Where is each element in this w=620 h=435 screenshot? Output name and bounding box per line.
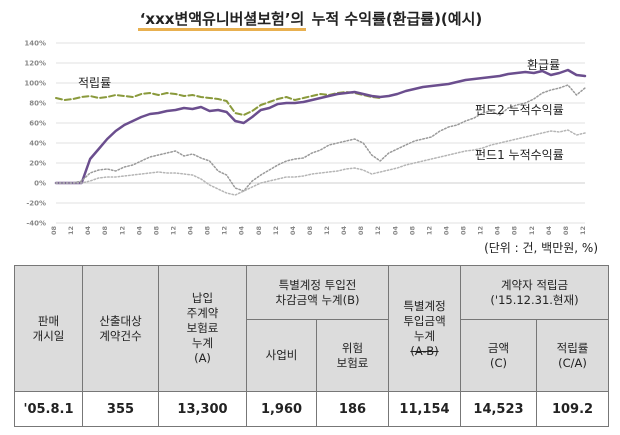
x-tick-label: '07.12	[169, 226, 177, 235]
x-tick-label: '11.04	[340, 226, 348, 235]
x-tick-label: '14.12	[528, 226, 536, 235]
cell-risk-premium: 186	[316, 391, 389, 427]
x-tick-label: '12.08	[408, 226, 416, 235]
series-label: 적립률	[78, 76, 111, 90]
series-line	[55, 91, 382, 116]
chart-title: ‘xxx변액유니버셜보험’의 누적 수익률(환급률)(예시)	[0, 8, 620, 31]
header-special-account: 특별계정 투입금액 누계 (A-B)	[388, 265, 461, 392]
chart-series	[54, 68, 587, 196]
x-tick-label: '14.04	[494, 226, 502, 235]
x-tick-label: '06.12	[118, 226, 126, 235]
x-tick-label: '08.08	[204, 226, 212, 235]
x-tick-label: '14.08	[511, 226, 519, 235]
x-tick-label: '13.12	[477, 226, 485, 235]
x-tick-label: '07.04	[135, 226, 143, 235]
title-product: ‘xxx변액유니버셜보험’의	[137, 10, 307, 31]
x-tick-label: '13.04	[442, 226, 450, 235]
y-tick-label: -40%	[26, 220, 46, 228]
x-tick-label: '12.04	[391, 226, 399, 235]
cell-premium-total: 13,300	[158, 391, 247, 427]
table-row: '05.8.1 355 13,300 1,960 186 11,154 14,5…	[14, 391, 610, 427]
cell-business-cost: 1,960	[246, 391, 317, 427]
x-tick-label: '11.12	[374, 226, 382, 235]
x-tick-label: '10.08	[306, 226, 314, 235]
x-tick-label: '15.08	[562, 226, 570, 235]
x-tick-label: '06.08	[101, 226, 109, 235]
series-line	[55, 129, 586, 196]
contract-summary-table: 판매 개시일 산출대상 계약건수 납입 주계약 보험료 누계 (A) 특별계정 …	[14, 265, 610, 427]
series-label: 펀드1 누적수익률	[475, 148, 564, 162]
x-tick-label: '09.12	[272, 226, 280, 235]
x-tick-label: '15.12	[579, 226, 587, 235]
header-contract-count: 산출대상 계약건수	[82, 265, 159, 392]
y-tick-label: 0%	[34, 180, 46, 188]
x-tick-label: '09.08	[255, 226, 263, 235]
series-label: 환급률	[527, 58, 560, 72]
x-tick-label: '06.04	[84, 226, 92, 235]
x-tick-label: '12.12	[425, 226, 433, 235]
title-text: 누적 수익률(환급률)(예시)	[311, 10, 483, 28]
y-tick-label: 80%	[29, 100, 46, 108]
header-reserve: 계약자 적립금 ('15.12.31.현재)	[459, 265, 610, 320]
y-tick-label: 140%	[24, 40, 46, 48]
cell-reserve-amount: 14,523	[460, 391, 537, 427]
x-tick-label: '09.04	[238, 226, 246, 235]
y-tick-label: -20%	[26, 200, 46, 208]
chart-gridlines	[56, 42, 585, 224]
cell-special-account: 11,154	[388, 391, 461, 427]
x-tick-label: '08.12	[221, 226, 229, 235]
y-tick-label: 100%	[24, 80, 46, 88]
x-tick-label: '05.08	[50, 226, 58, 235]
header-business-cost: 사업비	[246, 319, 317, 392]
header-special-formula: (A-B)	[410, 343, 439, 358]
x-tick-label: '13.08	[460, 226, 468, 235]
cell-launch-date: '05.8.1	[14, 391, 83, 427]
x-tick-label: '11.08	[357, 226, 365, 235]
header-risk-premium: 위험 보험료	[316, 319, 389, 392]
series-label: 펀드2 누적수익률	[475, 103, 564, 117]
cell-reserve-ratio: 109.2	[535, 391, 610, 427]
x-tick-label: '08.04	[187, 226, 195, 235]
header-launch-date: 판매 개시일	[14, 265, 83, 392]
header-deduction-total: 특별계정 투입전 차감금액 누계(B)	[246, 265, 389, 320]
y-tick-label: 120%	[24, 60, 46, 68]
x-tick-label: '07.08	[152, 226, 160, 235]
y-tick-label: 60%	[29, 120, 46, 128]
unit-note: (단위 : 건, 백만원, %)	[484, 241, 598, 255]
x-tick-label: '15.04	[545, 226, 553, 235]
header-reserve-amount: 금액 (C)	[460, 319, 537, 392]
x-tick-label: '10.04	[289, 226, 297, 235]
y-axis-ticks: 140% 120% 100% 80% 60% 40% 20% 0% -20% -40%	[24, 40, 46, 228]
x-tick-label: '05.12	[67, 226, 75, 235]
y-tick-label: 40%	[29, 140, 46, 148]
x-tick-label: '10.12	[323, 226, 331, 235]
header-premium-total: 납입 주계약 보험료 누계 (A)	[158, 265, 247, 392]
y-tick-label: 20%	[29, 160, 46, 168]
series-line	[55, 84, 586, 192]
series-line	[54, 68, 587, 185]
header-reserve-ratio: 적립률 (C/A)	[535, 319, 610, 392]
cell-contract-count: 355	[82, 391, 159, 427]
return-chart: 140% 120% 100% 80% 60% 40% 20% 0% -20% -40% '05.0…	[24, 40, 587, 236]
x-axis-ticks: '05.08 '05.12 '06.04 '06.08 '06.12 '07.04 '07.…	[50, 226, 587, 235]
